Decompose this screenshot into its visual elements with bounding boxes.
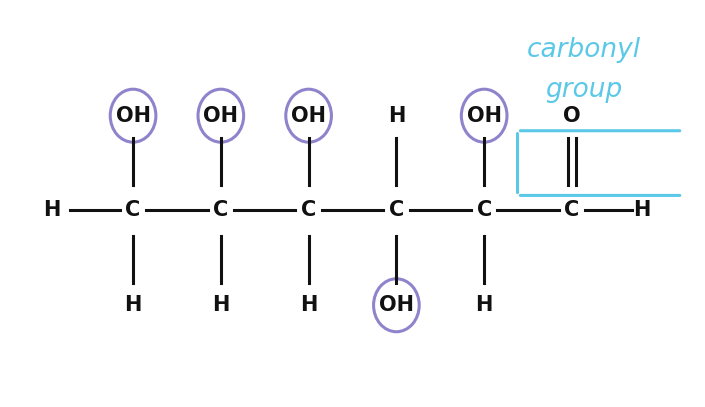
Text: OH: OH bbox=[116, 106, 151, 126]
Text: C: C bbox=[301, 201, 317, 221]
Text: O: O bbox=[563, 106, 581, 126]
Text: C: C bbox=[388, 201, 404, 221]
Text: C: C bbox=[564, 201, 580, 221]
Text: H: H bbox=[634, 201, 651, 221]
Text: OH: OH bbox=[467, 106, 502, 126]
Text: group: group bbox=[546, 77, 623, 103]
Text: H: H bbox=[300, 295, 317, 315]
Text: carbonyl: carbonyl bbox=[527, 37, 642, 63]
Text: OH: OH bbox=[291, 106, 326, 126]
Text: C: C bbox=[125, 201, 141, 221]
Text: H: H bbox=[44, 201, 61, 221]
Text: H: H bbox=[124, 295, 142, 315]
Text: H: H bbox=[212, 295, 230, 315]
Text: H: H bbox=[388, 106, 405, 126]
Text: C: C bbox=[477, 201, 492, 221]
Text: OH: OH bbox=[379, 295, 414, 315]
Text: OH: OH bbox=[203, 106, 238, 126]
Text: C: C bbox=[213, 201, 228, 221]
Text: H: H bbox=[475, 295, 493, 315]
